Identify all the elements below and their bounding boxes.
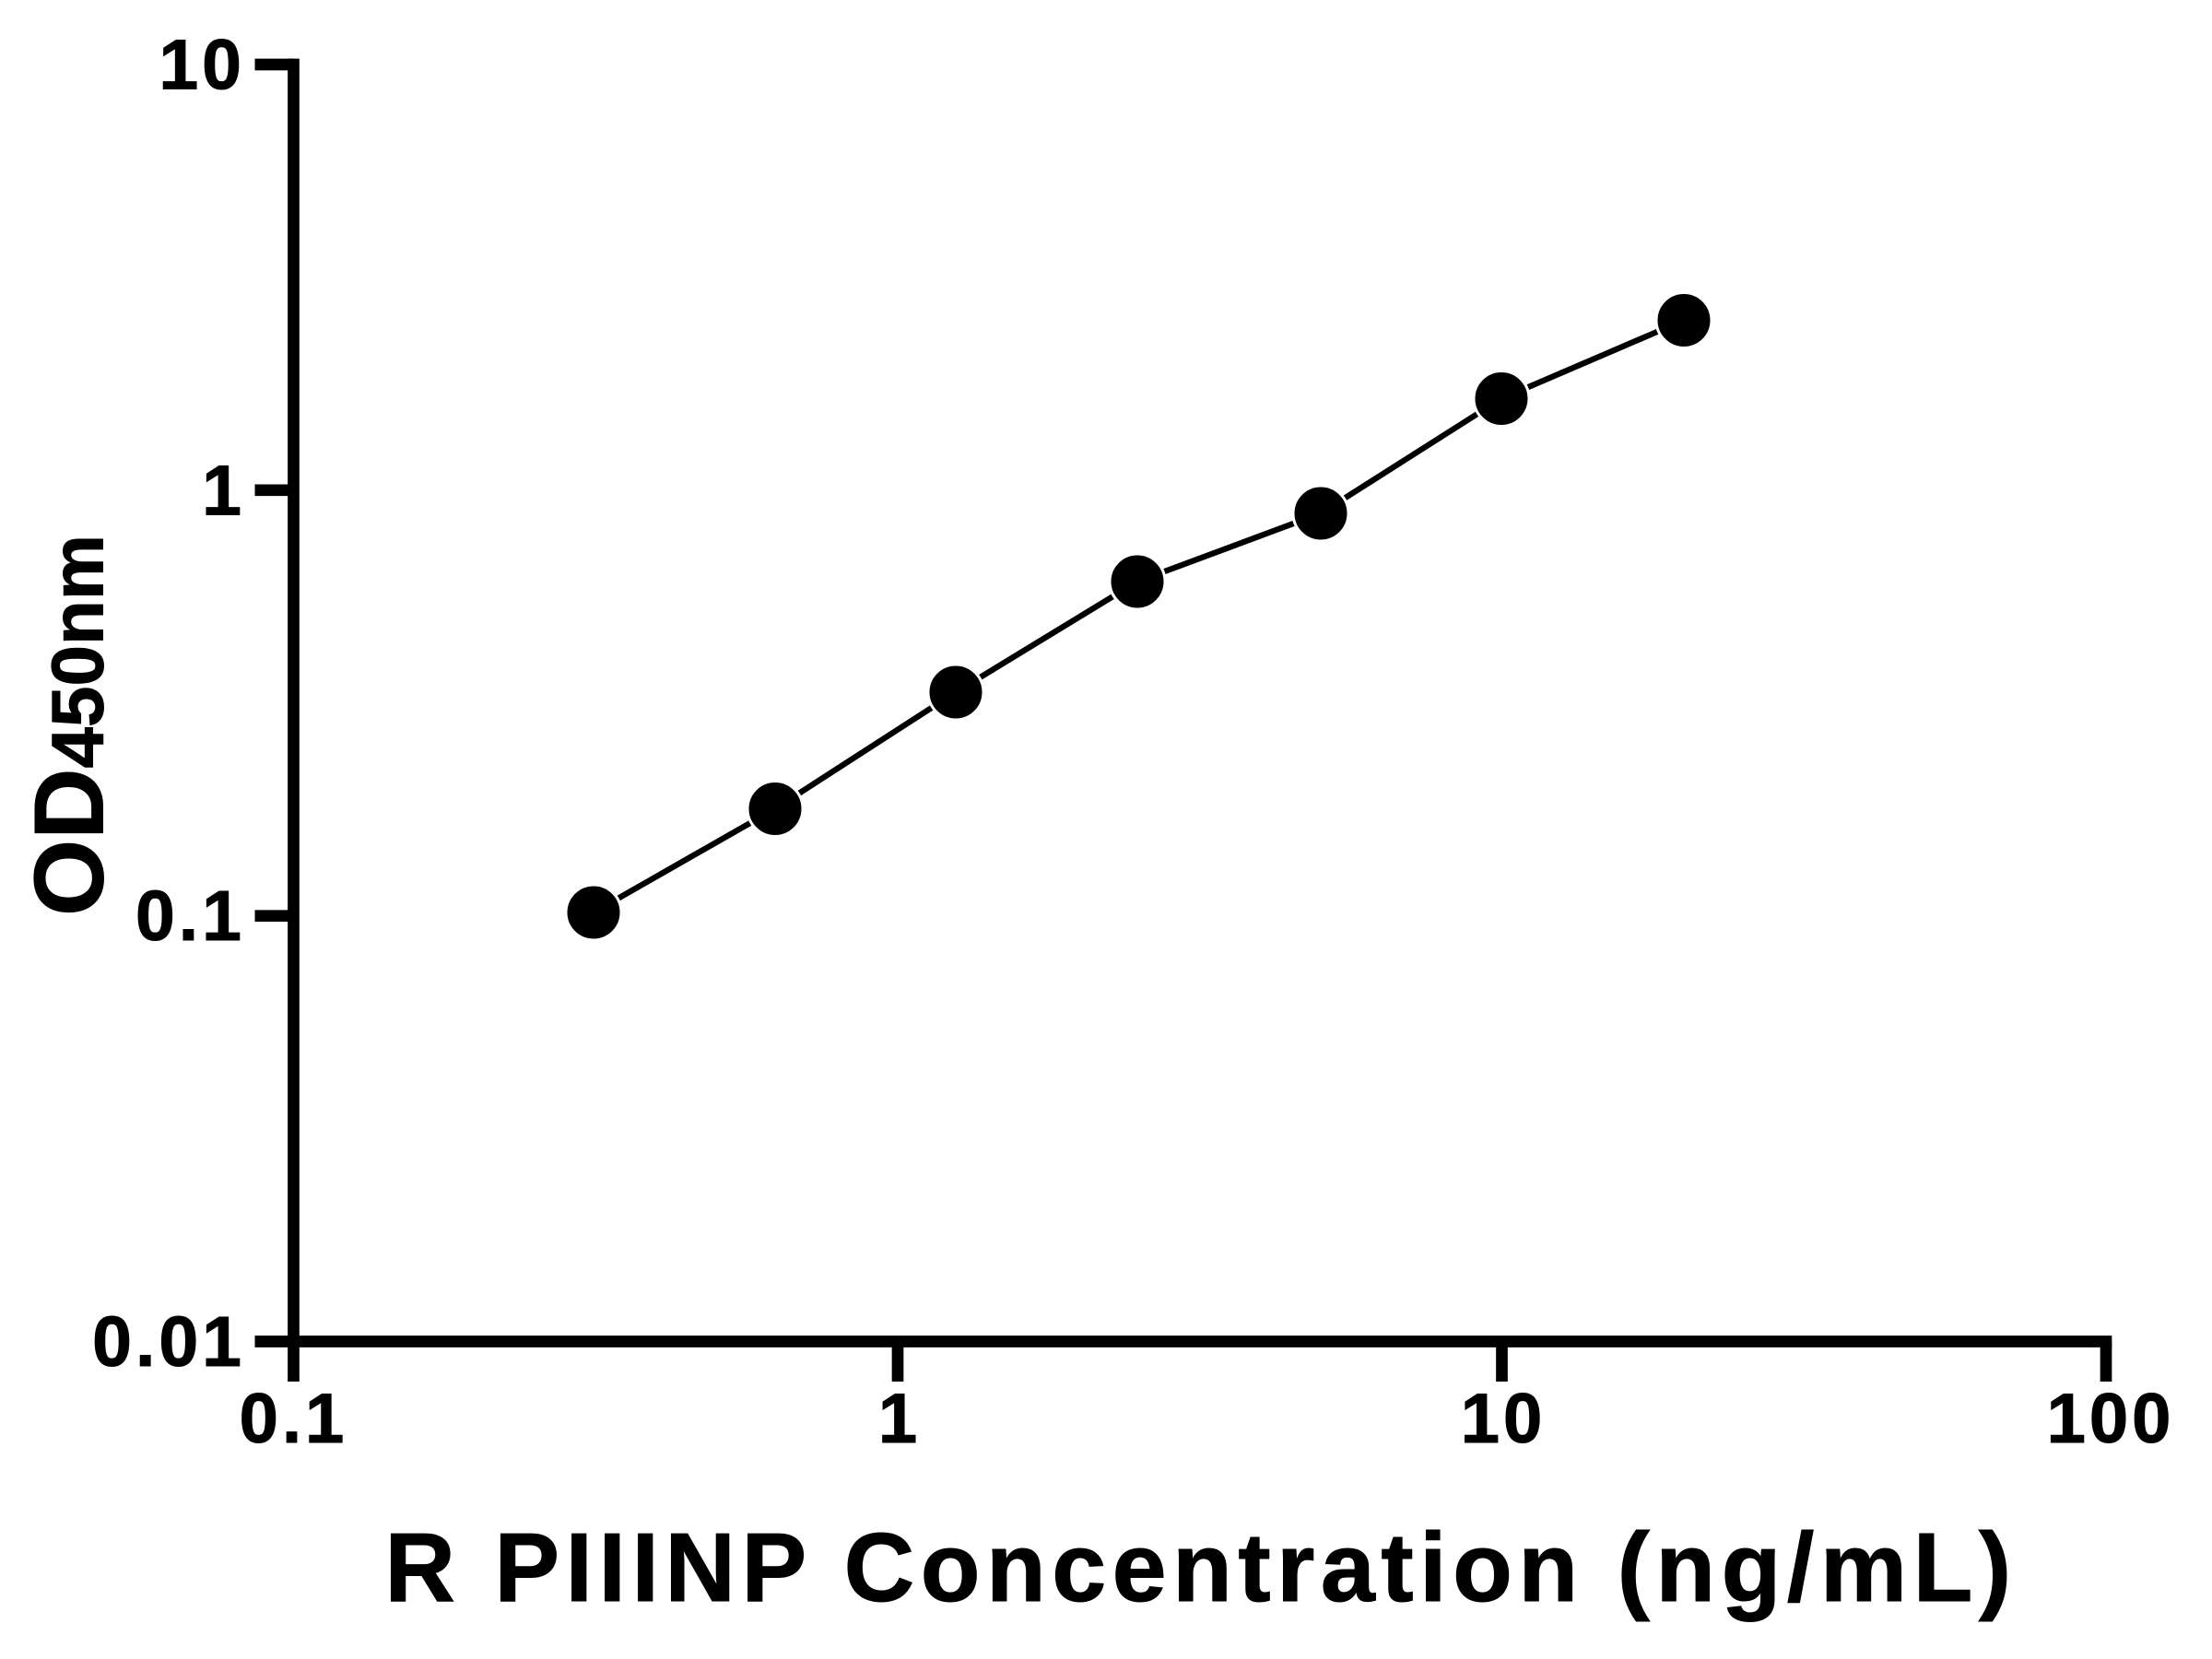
svg-text:10: 10 <box>159 26 245 105</box>
svg-text:1: 1 <box>878 1380 921 1458</box>
svg-text:OD450nm: OD450nm <box>13 535 124 916</box>
svg-text:R PIIINP Concentration (ng/mL): R PIIINP Concentration (ng/mL) <box>384 1513 2017 1622</box>
svg-text:1: 1 <box>202 451 245 530</box>
svg-text:100: 100 <box>2047 1380 2175 1458</box>
svg-text:0.1: 0.1 <box>240 1380 348 1458</box>
svg-text:0.01: 0.01 <box>92 1302 245 1382</box>
svg-text:10: 10 <box>1461 1380 1547 1458</box>
svg-text:0.1: 0.1 <box>135 877 245 956</box>
